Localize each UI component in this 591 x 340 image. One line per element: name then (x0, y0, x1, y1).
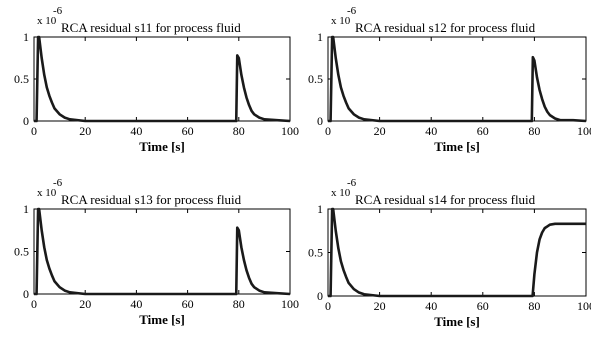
chart-3-ytick-label: 0 (23, 287, 29, 301)
chart-4-title-backdrop (353, 193, 583, 207)
chart-4-ytick-label: 0.5 (308, 246, 323, 260)
chart-4-title: RCA residual s14 for process fluid (355, 192, 536, 207)
chart-4-multiplier-base: x 10 (331, 187, 351, 199)
chart-2-xtick-label: 0 (325, 124, 331, 138)
chart-1-xlabel: Time [s] (139, 139, 185, 154)
chart-1-series-line (34, 35, 291, 123)
chart-2-title: RCA residual s12 for process fluid (355, 20, 536, 35)
chart-3-xtick-label: 80 (233, 297, 245, 311)
chart-3: 0 20 40 60 80 100 0 0.5 1 x 10-6 RCA residual s13 … (14, 177, 299, 327)
chart-3-xtick-label: 0 (31, 297, 37, 311)
chart-2-xtick-label: 60 (477, 124, 489, 138)
chart-3-ytick-label: 0.5 (14, 245, 29, 259)
chart-4-xlabel: Time [s] (434, 314, 480, 329)
chart-4-xtick-label: 80 (528, 299, 540, 313)
chart-4: 0 20 40 60 80 100 0 0.5 1 x 10-6 RCA residual s14 … (308, 177, 591, 329)
chart-4-xtick-label: 40 (425, 299, 437, 313)
chart-4-xtick-label: 60 (477, 299, 489, 313)
chart-3-ytick-label: 1 (23, 202, 29, 216)
chart-1-ytick-label: 0.5 (14, 72, 29, 86)
chart-4-xtick-label: 20 (374, 299, 386, 313)
chart-2-plot-frame (327, 36, 587, 122)
chart-4-ytick-label: 0 (317, 289, 323, 303)
chart-2-xtick-label: 100 (577, 124, 591, 138)
chart-2-xtick-label: 40 (425, 124, 437, 138)
chart-4-plot-frame (327, 208, 587, 297)
chart-2: 0 20 40 60 80 100 0 0.5 1 x 10-6 RCA residual s12 … (308, 5, 591, 154)
chart-3-xtick-label: 20 (79, 297, 91, 311)
chart-1-title-backdrop (59, 21, 289, 35)
chart-1-xtick-label: 100 (281, 124, 299, 138)
chart-2-ytick-label: 0.5 (308, 72, 323, 86)
chart-4-ytick-label: 1 (317, 202, 323, 216)
chart-4-xtick-label: 100 (577, 299, 591, 313)
chart-1-xtick-label: 40 (130, 124, 142, 138)
chart-4-xtick-label: 0 (325, 299, 331, 313)
chart-1-ytick-label: 0 (23, 114, 29, 128)
chart-1: 0 20 40 60 80 100 0 0.5 1 x 10-6 RCA residual s11 … (14, 5, 299, 154)
chart-1-title: RCA residual s11 for process fluid (61, 20, 241, 35)
chart-1-xtick-label: 80 (233, 124, 245, 138)
chart-1-xtick-label: 60 (182, 124, 194, 138)
chart-2-multiplier-exponent: -6 (347, 5, 357, 17)
chart-1-multiplier-base: x 10 (37, 15, 57, 27)
chart-2-series-line (328, 35, 587, 123)
chart-3-multiplier-exponent: -6 (53, 177, 63, 189)
chart-3-multiplier-base: x 10 (37, 187, 57, 199)
chart-2-title-backdrop (353, 21, 583, 35)
chart-2-ytick-label: 0 (317, 114, 323, 128)
chart-2-multiplier-base: x 10 (331, 15, 351, 27)
chart-3-xtick-label: 60 (182, 297, 194, 311)
chart-3-xtick-label: 100 (281, 297, 299, 311)
chart-1-ytick-label: 1 (23, 30, 29, 44)
chart-1-xtick-label: 0 (31, 124, 37, 138)
chart-1-xtick-label: 20 (79, 124, 91, 138)
chart-3-xlabel: Time [s] (139, 312, 185, 327)
chart-3-title: RCA residual s13 for process fluid (61, 192, 242, 207)
chart-2-ytick-label: 1 (317, 30, 323, 44)
chart-3-series-line (34, 207, 291, 296)
chart-3-xtick-label: 40 (130, 297, 142, 311)
chart-2-xlabel: Time [s] (434, 139, 480, 154)
chart-4-multiplier-exponent: -6 (347, 177, 357, 189)
chart-4-series-line (328, 207, 586, 298)
chart-3-title-backdrop (59, 193, 289, 207)
chart-2-xtick-label: 80 (528, 124, 540, 138)
chart-2-xtick-label: 20 (374, 124, 386, 138)
chart-1-multiplier-exponent: -6 (53, 5, 63, 17)
